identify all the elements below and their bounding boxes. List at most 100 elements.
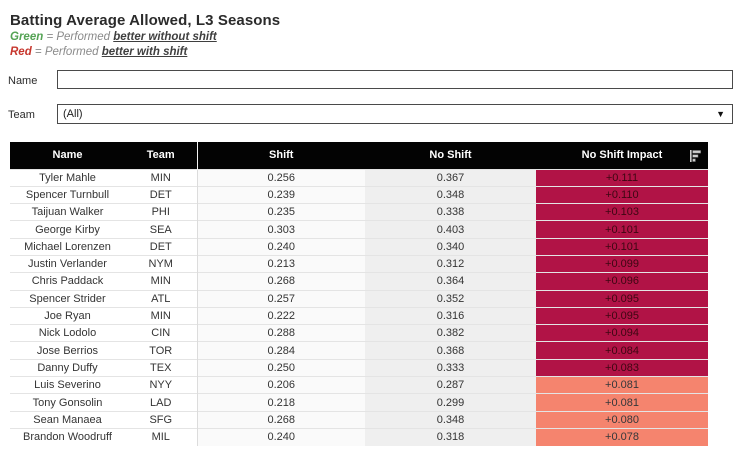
player-team[interactable]: CIN [125,324,198,342]
player-name[interactable]: Jose Berrios [10,341,125,360]
no-shift-value[interactable]: 0.316 [365,306,536,325]
player-team[interactable]: DET [125,237,198,256]
player-team[interactable]: SEA [125,220,198,239]
no-shift-impact-value[interactable]: +0.081 [536,376,708,394]
no-shift-value[interactable]: 0.287 [365,376,536,394]
no-shift-value[interactable]: 0.382 [365,324,536,342]
player-team[interactable]: DET [125,185,198,204]
no-shift-impact-value[interactable]: +0.111 [536,168,708,187]
sort-icon[interactable] [690,150,701,162]
no-shift-impact-value[interactable]: +0.080 [536,410,708,429]
player-name[interactable]: Tony Gonsolin [10,393,125,412]
shift-value[interactable]: 0.240 [197,427,365,446]
player-team[interactable]: NYY [125,376,198,394]
shift-value[interactable]: 0.218 [197,393,365,412]
no-shift-value[interactable]: 0.352 [365,289,536,308]
no-shift-value[interactable]: 0.318 [365,427,536,446]
player-team[interactable]: LAD [125,393,198,412]
no-shift-impact-value[interactable]: +0.094 [536,324,708,342]
table-row: Nick Lodolo CIN 0.288 0.382 +0.094 [10,324,708,342]
no-shift-impact-value[interactable]: +0.081 [536,393,708,412]
no-shift-impact-value[interactable]: +0.084 [536,341,708,360]
player-team[interactable]: PHI [125,203,198,221]
column-header-no-shift[interactable]: No Shift [365,142,536,169]
no-shift-impact-value[interactable]: +0.103 [536,203,708,221]
page-title: Batting Average Allowed, L3 Seasons [10,12,281,29]
shift-value[interactable]: 0.268 [197,410,365,429]
player-name[interactable]: Nick Lodolo [10,324,125,342]
no-shift-value[interactable]: 0.348 [365,185,536,204]
player-name[interactable]: Taijuan Walker [10,203,125,221]
no-shift-impact-value[interactable]: +0.095 [536,306,708,325]
player-name[interactable]: Joe Ryan [10,306,125,325]
no-shift-impact-value[interactable]: +0.096 [536,272,708,291]
no-shift-value[interactable]: 0.403 [365,220,536,239]
no-shift-impact-value[interactable]: +0.095 [536,289,708,308]
shift-value[interactable]: 0.288 [197,324,365,342]
player-team[interactable]: TEX [125,358,198,377]
no-shift-value[interactable]: 0.338 [365,203,536,221]
table-body: Tyler Mahle MIN 0.256 0.367 +0.111 Spencer Tu… [10,168,708,446]
table-row: George Kirby SEA 0.303 0.403 +0.101 [10,220,708,239]
shift-value[interactable]: 0.213 [197,254,365,273]
chevron-down-icon: ▼ [716,109,725,119]
name-filter-label: Name [8,75,38,87]
player-name[interactable]: Justin Verlander [10,254,125,273]
team-filter-value: (All) [63,108,83,120]
column-header-team[interactable]: Team [125,142,197,169]
legend-red-mid: = Performed [31,46,102,58]
shift-value[interactable]: 0.256 [197,168,365,187]
player-team[interactable]: MIL [125,427,198,446]
player-team[interactable]: ATL [125,289,198,308]
player-team[interactable]: SFG [125,410,198,429]
player-name[interactable]: Spencer Turnbull [10,185,125,204]
shift-value[interactable]: 0.303 [197,220,365,239]
no-shift-value[interactable]: 0.348 [365,410,536,429]
no-shift-value[interactable]: 0.368 [365,341,536,360]
no-shift-value[interactable]: 0.333 [365,358,536,377]
shift-value[interactable]: 0.240 [197,237,365,256]
results-table: Name Team Shift No Shift No Shift Impact… [10,142,708,446]
player-team[interactable]: TOR [125,341,198,360]
player-team[interactable]: MIN [125,272,198,291]
team-filter-select[interactable]: (All) ▼ [57,104,733,124]
column-header-no-shift-impact[interactable]: No Shift Impact [536,142,708,169]
player-team[interactable]: MIN [125,306,198,325]
player-name[interactable]: Brandon Woodruff [10,427,125,446]
no-shift-value[interactable]: 0.364 [365,272,536,291]
column-header-shift[interactable]: Shift [196,142,365,169]
no-shift-value[interactable]: 0.367 [365,168,536,187]
shift-value[interactable]: 0.268 [197,272,365,291]
no-shift-value[interactable]: 0.340 [365,237,536,256]
shift-value[interactable]: 0.206 [197,376,365,394]
shift-value[interactable]: 0.239 [197,185,365,204]
player-name[interactable]: Danny Duffy [10,358,125,377]
table-row: Brandon Woodruff MIL 0.240 0.318 +0.078 [10,427,708,446]
shift-value[interactable]: 0.257 [197,289,365,308]
player-name[interactable]: Sean Manaea [10,410,125,429]
player-name[interactable]: Tyler Mahle [10,168,125,187]
column-header-name[interactable]: Name [10,142,125,169]
player-name[interactable]: George Kirby [10,220,125,239]
no-shift-impact-value[interactable]: +0.101 [536,220,708,239]
shift-value[interactable]: 0.235 [197,203,365,221]
player-name[interactable]: Chris Paddack [10,272,125,291]
player-name[interactable]: Spencer Strider [10,289,125,308]
no-shift-impact-value[interactable]: +0.083 [536,358,708,377]
no-shift-value[interactable]: 0.299 [365,393,536,412]
shift-value[interactable]: 0.222 [197,306,365,325]
no-shift-impact-value[interactable]: +0.101 [536,237,708,256]
no-shift-impact-value[interactable]: +0.110 [536,185,708,204]
player-team[interactable]: NYM [125,254,198,273]
player-team[interactable]: MIN [125,168,198,187]
player-name[interactable]: Luis Severino [10,376,125,394]
no-shift-impact-value[interactable]: +0.099 [536,254,708,273]
shift-value[interactable]: 0.250 [197,358,365,377]
table-row: Sean Manaea SFG 0.268 0.348 +0.080 [10,410,708,429]
no-shift-impact-value[interactable]: +0.078 [536,427,708,446]
no-shift-value[interactable]: 0.312 [365,254,536,273]
shift-value[interactable]: 0.284 [197,341,365,360]
player-name[interactable]: Michael Lorenzen [10,237,125,256]
name-filter-input[interactable] [57,70,733,89]
